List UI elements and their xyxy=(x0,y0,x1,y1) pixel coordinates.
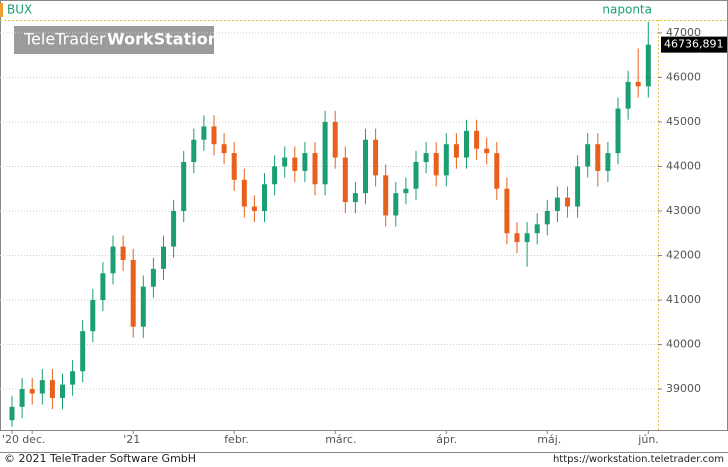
y-tick-label: 47000 xyxy=(666,26,701,39)
x-tick-label: márc. xyxy=(325,433,356,446)
candle-body xyxy=(29,389,35,394)
candle-body xyxy=(39,380,45,394)
x-tick-label: ápr. xyxy=(436,433,457,446)
last-price-box xyxy=(661,36,727,53)
candle-body xyxy=(302,153,308,171)
watermark-brand: TeleTrader xyxy=(23,30,106,49)
candle-body xyxy=(373,139,379,176)
candle-body xyxy=(292,157,298,171)
candle-body xyxy=(181,162,187,211)
candle-body xyxy=(100,273,106,301)
candle-body xyxy=(625,81,631,109)
candle-body xyxy=(171,210,177,247)
series-marker xyxy=(0,3,3,17)
x-tick-label: jún. xyxy=(637,433,659,446)
candle-body xyxy=(9,406,15,421)
x-tick-label: febr. xyxy=(224,433,249,446)
candle-body xyxy=(272,166,278,185)
candle-body xyxy=(413,162,419,189)
candle-body xyxy=(504,188,510,234)
candle-body xyxy=(161,246,166,269)
candle-body xyxy=(262,184,267,211)
candle-body xyxy=(19,389,25,407)
y-tick-label: 41000 xyxy=(666,293,701,306)
candle-body xyxy=(615,108,621,154)
candle-body xyxy=(231,153,237,180)
footer-left: © 2021 TeleTrader Software GmbH xyxy=(4,452,196,465)
candle-body xyxy=(554,197,560,211)
candle-body xyxy=(332,121,338,158)
candle-body xyxy=(403,188,409,194)
candle-body xyxy=(363,139,368,194)
chart-title: BUX xyxy=(7,3,32,17)
x-tick-label: dec. xyxy=(22,433,45,446)
candle-body xyxy=(453,144,459,158)
candle-body xyxy=(211,126,217,145)
candle-body xyxy=(60,384,65,398)
last-price-label: 46736,891 xyxy=(664,38,724,51)
candle-body xyxy=(585,144,591,167)
candle-body xyxy=(474,130,480,149)
chart-subtitle: naponta xyxy=(602,3,652,17)
candle-body xyxy=(130,259,136,327)
candle-body xyxy=(635,81,641,87)
candle-body xyxy=(433,153,439,176)
candle-body xyxy=(524,233,530,243)
candle-body xyxy=(514,233,520,243)
candle-body xyxy=(312,153,318,185)
candle-body xyxy=(322,121,328,185)
y-tick-label: 42000 xyxy=(666,248,701,261)
candle-body xyxy=(251,206,257,211)
candle-body xyxy=(443,144,449,176)
footer-right: https://workstation.teletrader.com xyxy=(553,454,724,465)
candle-body xyxy=(191,139,197,163)
candle-body xyxy=(383,175,389,216)
candle-body xyxy=(544,210,550,225)
candle-body xyxy=(352,193,358,203)
candle-body xyxy=(120,246,126,260)
candle-body xyxy=(575,166,581,207)
candle-body xyxy=(241,179,247,207)
x-tick-label: '20 xyxy=(2,433,19,446)
candle-body xyxy=(150,268,156,287)
candle-body xyxy=(645,44,651,87)
candle-body xyxy=(90,300,96,332)
y-tick-label: 43000 xyxy=(666,204,701,217)
watermark-box xyxy=(14,26,214,54)
candle-body xyxy=(70,371,76,385)
y-tick-label: 44000 xyxy=(666,159,701,172)
x-tick-label: '21 xyxy=(123,433,140,446)
y-tick-label: 46000 xyxy=(666,70,701,83)
candle-body xyxy=(464,130,469,158)
candle-body xyxy=(423,153,429,163)
y-tick-label: 39000 xyxy=(666,382,701,395)
y-tick-label: 40000 xyxy=(666,338,701,351)
candle-body xyxy=(494,153,500,189)
x-tick-label: máj. xyxy=(537,433,561,446)
candle-body xyxy=(221,144,227,154)
candle-body xyxy=(110,246,116,274)
candle-body xyxy=(393,193,399,216)
candle-body xyxy=(595,144,601,171)
candle-body xyxy=(282,157,288,167)
candle-body xyxy=(140,286,146,327)
y-tick-label: 45000 xyxy=(666,115,701,128)
candle-body xyxy=(534,224,540,234)
candle-body xyxy=(80,331,86,372)
candle-body xyxy=(342,157,348,203)
candle-body xyxy=(565,197,570,207)
candle-body xyxy=(484,148,490,154)
watermark-product: WorkStation xyxy=(107,30,219,49)
candle-body xyxy=(49,380,55,398)
candle-body xyxy=(201,126,207,140)
candle-body xyxy=(605,153,611,171)
